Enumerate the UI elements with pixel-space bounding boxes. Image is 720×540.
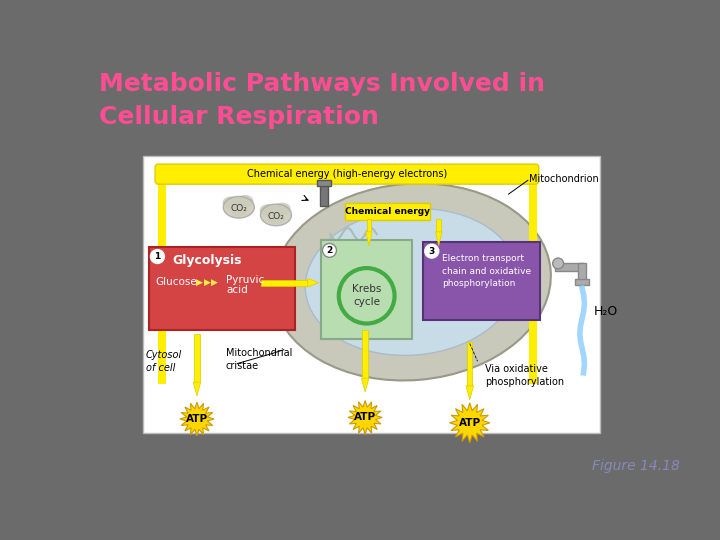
Bar: [366, 219, 372, 232]
Text: Figure 14.18: Figure 14.18: [593, 459, 680, 473]
Bar: [194, 334, 199, 382]
Bar: [321, 240, 413, 339]
Bar: [436, 219, 441, 232]
Ellipse shape: [274, 202, 291, 215]
Ellipse shape: [230, 204, 248, 217]
Ellipse shape: [272, 184, 551, 381]
Circle shape: [150, 249, 164, 264]
Text: Chemical energy: Chemical energy: [345, 207, 430, 215]
Text: CO₂: CO₂: [230, 204, 247, 213]
Polygon shape: [466, 386, 474, 400]
Ellipse shape: [223, 197, 254, 218]
Ellipse shape: [305, 208, 518, 355]
Text: Glycolysis: Glycolysis: [172, 254, 242, 267]
Text: Cytosol
of cell: Cytosol of cell: [145, 350, 182, 373]
Bar: [555, 264, 585, 271]
Text: phosphorylation: phosphorylation: [442, 279, 516, 288]
Text: Cellular Respiration: Cellular Respiration: [99, 105, 379, 129]
Text: Mitochondrial
cristae: Mitochondrial cristae: [225, 348, 292, 372]
Text: ATP: ATP: [354, 413, 376, 422]
Ellipse shape: [260, 204, 276, 217]
Text: 3: 3: [428, 247, 435, 255]
Ellipse shape: [267, 212, 284, 224]
Bar: [362, 330, 368, 378]
FancyBboxPatch shape: [345, 202, 431, 220]
Ellipse shape: [222, 197, 240, 209]
Polygon shape: [449, 403, 490, 443]
Text: ▶: ▶: [196, 278, 203, 286]
Polygon shape: [180, 402, 214, 436]
Text: ▶: ▶: [212, 278, 218, 286]
Text: Pyruvic: Pyruvic: [226, 275, 265, 285]
Text: ATP: ATP: [186, 414, 208, 424]
Polygon shape: [436, 232, 442, 246]
Text: 1: 1: [154, 252, 161, 261]
Text: Electron transport: Electron transport: [442, 254, 524, 264]
Bar: [143, 156, 600, 433]
Text: chain and oxidative: chain and oxidative: [442, 267, 531, 275]
Polygon shape: [361, 378, 369, 392]
Bar: [317, 180, 331, 186]
Text: Via oxidative
phosphorylation: Via oxidative phosphorylation: [485, 363, 564, 387]
Bar: [575, 279, 589, 285]
Bar: [320, 184, 328, 206]
FancyBboxPatch shape: [155, 164, 539, 184]
Bar: [149, 247, 294, 330]
Bar: [158, 175, 166, 384]
Bar: [467, 342, 472, 386]
Text: Glucose: Glucose: [155, 277, 197, 287]
Bar: [578, 264, 586, 280]
Polygon shape: [348, 401, 382, 434]
Circle shape: [323, 244, 336, 257]
Polygon shape: [193, 382, 201, 396]
Text: Krebs
cycle: Krebs cycle: [352, 284, 382, 307]
Text: CO₂: CO₂: [268, 212, 284, 221]
Text: acid: acid: [226, 286, 248, 295]
Text: ATP: ATP: [459, 418, 481, 428]
Circle shape: [553, 258, 564, 269]
Ellipse shape: [261, 204, 292, 226]
Text: 2: 2: [326, 246, 333, 255]
Text: Chemical energy (high-energy electrons): Chemical energy (high-energy electrons): [247, 169, 447, 179]
Text: H₂O: H₂O: [594, 305, 618, 318]
Polygon shape: [307, 279, 319, 287]
Ellipse shape: [236, 195, 253, 207]
Text: ▶: ▶: [204, 278, 210, 286]
Text: Mitochondrion: Mitochondrion: [529, 174, 599, 184]
Bar: [529, 175, 537, 384]
Circle shape: [425, 244, 438, 258]
Polygon shape: [366, 232, 372, 246]
Bar: [261, 280, 307, 286]
Bar: [423, 242, 539, 320]
Text: Metabolic Pathways Involved in: Metabolic Pathways Involved in: [99, 72, 545, 97]
